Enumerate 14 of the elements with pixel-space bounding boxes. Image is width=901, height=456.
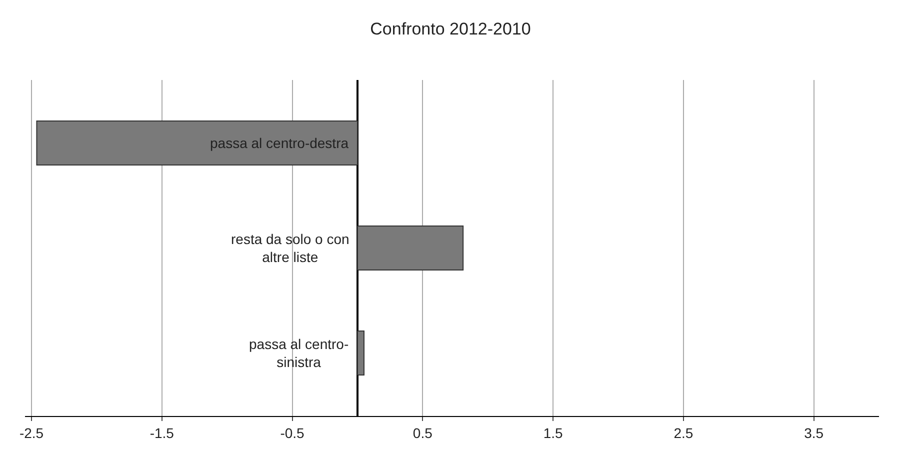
x-tick-label: 2.5 <box>674 424 694 441</box>
bar <box>356 330 364 376</box>
x-tick-label: 3.5 <box>804 424 824 441</box>
x-tick-label: -0.5 <box>280 424 305 441</box>
y-tick-label: passa al centro-destra <box>210 135 349 151</box>
x-tick-label: 1.5 <box>543 424 563 441</box>
bar <box>36 120 358 166</box>
y-tick-label: passa al centro-sinistra <box>249 336 349 370</box>
y-tick-label: resta da solo o con altre liste <box>231 231 350 266</box>
x-tick-label: -1.5 <box>150 424 174 441</box>
x-tick-label: 0.5 <box>412 424 433 441</box>
x-tick-label: -2.5 <box>19 424 44 441</box>
bar <box>356 225 464 271</box>
chart-title: Confronto 2012-2010 <box>370 20 531 39</box>
